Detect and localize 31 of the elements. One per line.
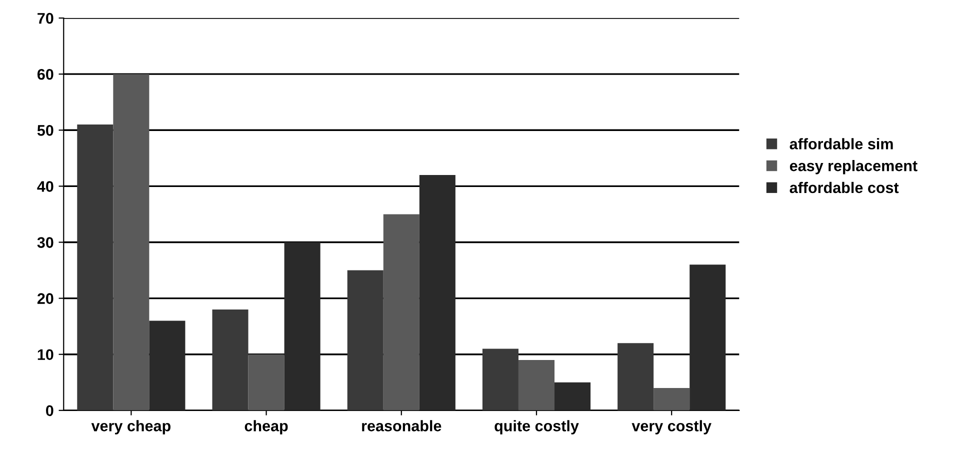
bar <box>690 264 726 410</box>
bar <box>618 343 654 410</box>
bar <box>347 270 384 410</box>
bar <box>284 242 320 410</box>
legend-label: easy replacement <box>790 160 918 174</box>
x-tick-label: very cheap <box>91 420 170 434</box>
bar <box>383 214 420 410</box>
bar <box>518 360 555 410</box>
bar <box>554 382 591 410</box>
y-tick-label: 20 <box>37 293 54 304</box>
y-tick-label: 60 <box>37 68 54 80</box>
bar <box>482 348 518 410</box>
x-tick-label: cheap <box>244 420 288 434</box>
x-tick-label: very costly <box>632 420 712 434</box>
bar <box>149 320 186 410</box>
y-tick-label: 30 <box>37 237 54 248</box>
y-tick-label: 0 <box>46 405 54 416</box>
bar <box>654 388 690 410</box>
y-tick-label: 50 <box>37 125 54 136</box>
x-tick-label: quite costly <box>494 420 579 434</box>
y-tick-label: 10 <box>38 349 54 360</box>
bar <box>419 174 456 410</box>
bar <box>212 310 248 410</box>
bar <box>113 74 150 410</box>
bar <box>77 124 114 410</box>
legend-label: affordable sim <box>790 138 893 150</box>
x-tick-label: reasonable <box>362 420 442 432</box>
y-tick-label: 40 <box>37 181 54 192</box>
bar <box>248 354 284 410</box>
legend-label: affordable cost <box>790 182 899 194</box>
y-tick-label: 70 <box>38 12 54 24</box>
